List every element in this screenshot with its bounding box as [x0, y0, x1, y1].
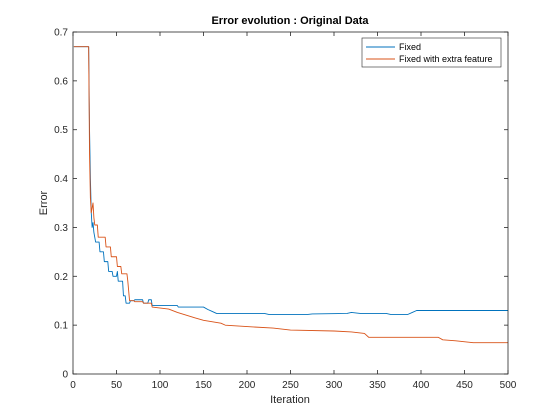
x-tick-label: 50 [111, 380, 123, 391]
y-tick-label: 0.1 [54, 321, 68, 332]
x-tick-label: 250 [282, 380, 299, 391]
x-tick-label: 400 [413, 380, 430, 391]
legend-label-fixed-with-extra-feature: Fixed with extra feature [399, 54, 493, 64]
x-tick-label: 450 [456, 380, 473, 391]
y-tick-label: 0.2 [54, 272, 68, 283]
chart-title: Error evolution : Original Data [211, 15, 369, 27]
y-tick-label: 0.5 [54, 125, 68, 136]
y-tick-label: 0.7 [54, 28, 68, 39]
x-tick-label: 100 [152, 380, 169, 391]
x-tick-label: 0 [70, 380, 76, 391]
legend-label-fixed: Fixed [399, 42, 421, 52]
y-tick-label: 0.4 [54, 174, 68, 185]
y-axis-label: Error [38, 190, 50, 215]
x-tick-label: 500 [500, 380, 517, 391]
x-tick-label: 300 [326, 380, 343, 391]
x-tick-label: 200 [239, 380, 256, 391]
y-tick-label: 0 [62, 370, 68, 381]
plot-area [73, 32, 508, 374]
x-tick-label: 150 [195, 380, 212, 391]
y-tick-label: 0.6 [54, 76, 68, 87]
series-line-fixed-with-extra-feature [73, 46, 508, 344]
y-axis: 0 0.1 0.2 0.3 0.4 0.5 0.6 0.7 [54, 28, 508, 381]
series-layer [73, 46, 508, 344]
x-axis: 0 50 100 150 200 250 300 350 400 450 500 [70, 32, 517, 391]
y-tick-label: 0.3 [54, 223, 68, 234]
x-tick-label: 350 [369, 380, 386, 391]
legend: Fixed Fixed with extra feature [361, 37, 502, 68]
legend-box [361, 37, 502, 68]
x-axis-label: Iteration [270, 394, 310, 406]
